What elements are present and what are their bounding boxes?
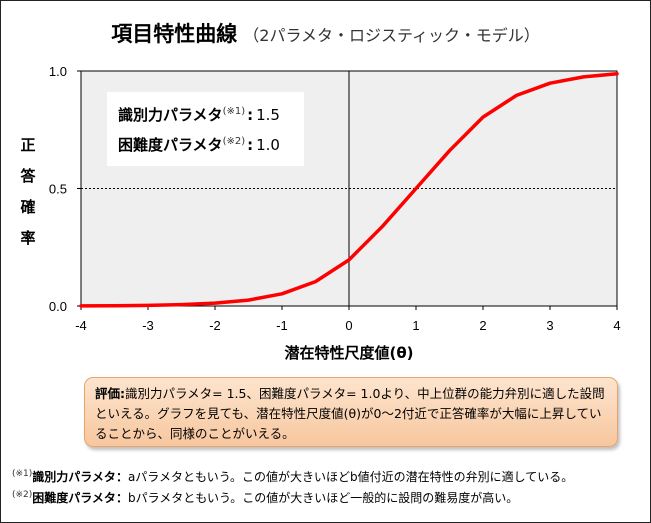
x-tick-label: -2 — [209, 318, 221, 333]
difficulty-note-mark: (※2) — [222, 136, 246, 147]
y-tick-label: 0.5 — [49, 182, 67, 197]
y-tick-label: 1.0 — [49, 64, 67, 79]
separator: : — [247, 106, 254, 124]
footnote-1-text: aパラメタともいう。この値が大きいほどb値付近の潜在特性の弁別に適している。 — [127, 470, 574, 484]
footnote-2-text: bパラメタともいう。この値が大きいほど一般的に設問の難易度が高い。 — [127, 491, 519, 505]
evaluation-label: 評価: — [95, 386, 125, 401]
y-axis-label-char: 答 — [20, 167, 36, 185]
footnote-2: (※2)困難度パラメタ：bパラメタともいう。この値が大きいほど一般的に設問の難易… — [12, 489, 518, 506]
y-axis-label-char: 率 — [20, 229, 36, 247]
x-tick-label: 4 — [613, 318, 620, 333]
evaluation-text: 識別力パラメタ= 1.5、困難度パラメタ= 1.0より、中上位群の能力弁別に適し… — [95, 386, 605, 441]
x-tick-label: -3 — [142, 318, 154, 333]
evaluation-box: 評価:識別力パラメタ= 1.5、困難度パラメタ= 1.0より、中上位群の能力弁別… — [84, 377, 618, 447]
footnote-2-name: 困難度パラメタ： — [32, 491, 128, 505]
x-tick-label: -4 — [75, 318, 87, 333]
chart-title: 項目特性曲線 （2パラメタ・ロジスティック・モデル） — [0, 18, 651, 48]
footnote-1-name: 識別力パラメタ： — [32, 470, 128, 484]
discrimination-param: 識別力パラメタ(※1):1.5 — [118, 104, 280, 125]
footnote-1-mark: (※1) — [12, 469, 33, 479]
y-tick-label: 0.0 — [49, 299, 67, 314]
x-tick-label: 1 — [412, 318, 419, 333]
title-main: 項目特性曲線 — [111, 22, 238, 46]
x-tick-label: 0 — [345, 318, 352, 333]
x-tick-label: -1 — [276, 318, 288, 333]
separator: : — [247, 136, 254, 154]
icc-curve — [79, 72, 619, 308]
difficulty-label: 困難度パラメタ — [118, 136, 223, 154]
difficulty-value: 1.0 — [256, 136, 280, 154]
discrimination-note-mark: (※1) — [222, 106, 246, 117]
discrimination-label: 識別力パラメタ — [118, 106, 223, 124]
x-tick-label: 2 — [479, 318, 486, 333]
discrimination-value: 1.5 — [256, 106, 280, 124]
title-subtitle: （2パラメタ・ロジスティック・モデル） — [243, 26, 540, 45]
difficulty-param: 困難度パラメタ(※2):1.0 — [118, 134, 280, 155]
footnote-2-mark: (※2) — [12, 490, 33, 500]
parameter-box: 識別力パラメタ(※1):1.5 困難度パラメタ(※2):1.0 — [107, 92, 304, 166]
footnote-1: (※1)識別力パラメタ：aパラメタともいう。この値が大きいほどb値付近の潜在特性… — [12, 468, 573, 485]
x-axis-label: 潜在特性尺度値(θ) — [284, 344, 413, 362]
x-tick-label: 3 — [546, 318, 553, 333]
y-axis-label-char: 確 — [20, 198, 36, 216]
y-axis-label-char: 正 — [20, 136, 36, 154]
